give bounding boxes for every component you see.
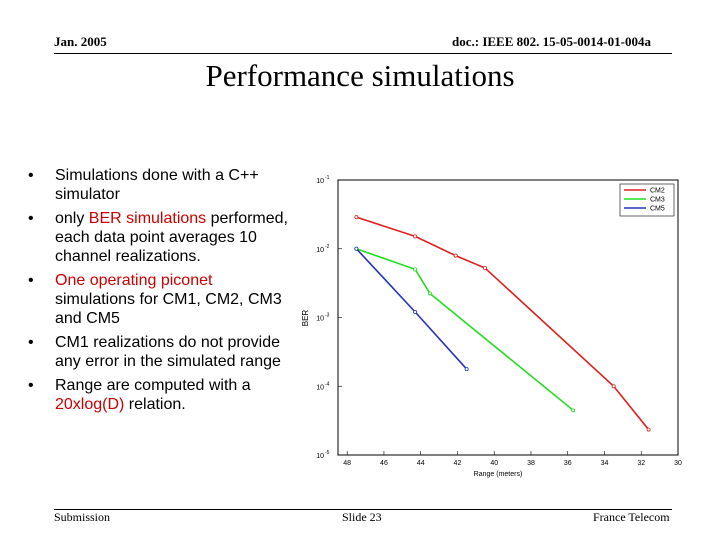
data-point-cm3 <box>427 291 432 296</box>
bullet-item: • Range are computed with a 20xlog(D) rel… <box>28 376 288 414</box>
y-tick-label: 10 <box>316 384 324 391</box>
data-point-cm5 <box>413 309 418 314</box>
footer-divider <box>54 509 672 510</box>
x-tick-label: 46 <box>380 460 388 467</box>
bullet-item: • One operating piconet simulations for C… <box>28 271 288 328</box>
legend-label-cm2: CM2 <box>650 188 665 195</box>
data-point-cm2 <box>611 384 616 389</box>
chart-x-axis-label: Range (meters) <box>474 471 523 478</box>
footer-left: Submission <box>54 510 111 524</box>
slide-title: Performance simulations <box>205 58 515 93</box>
x-tick-label: 36 <box>564 460 572 467</box>
data-point-cm5 <box>464 367 469 372</box>
header-date: Jan. 2005 <box>54 34 107 49</box>
data-point-cm3 <box>571 408 576 413</box>
legend-box <box>619 183 675 217</box>
bullet-highlight-text: BER simulations <box>88 210 207 227</box>
bullet-item: • only BER simulations performed, each da… <box>28 209 288 266</box>
y-tick-label: 10 <box>316 316 324 323</box>
y-tick-exponent: -3 <box>325 313 330 319</box>
data-point-cm2 <box>453 253 458 258</box>
bullet-item: • CM1 realizations do not provide any err… <box>28 333 288 371</box>
bullet-marker: • <box>28 272 34 289</box>
x-tick-label: 42 <box>454 460 462 467</box>
data-point-cm2 <box>646 427 651 432</box>
y-tick-label: 10 <box>316 247 324 254</box>
y-tick-exponent: -1 <box>325 175 330 181</box>
bullet-marker: • <box>28 167 34 184</box>
data-point-cm5 <box>354 246 359 251</box>
bullet-marker: • <box>28 377 34 394</box>
y-tick-label: 10 <box>316 453 324 460</box>
bullet-text: Simulations done with a C++ simulator <box>55 167 259 203</box>
series-line-cm3 <box>356 247 574 411</box>
x-tick-label: 38 <box>527 460 535 467</box>
chart-legend: CM2 CM3 CM5 <box>619 183 675 217</box>
data-point-cm2 <box>413 234 418 239</box>
x-tick-label: 32 <box>637 460 645 467</box>
bullet-text: only <box>55 210 89 227</box>
chart-plot-area <box>337 179 679 456</box>
data-point-cm2 <box>483 266 488 271</box>
x-tick-label: 30 <box>674 460 682 467</box>
bullet-item: • Simulations done with a C++ simulator <box>28 166 288 204</box>
header-doc-id: doc.: IEEE 802. 15-05-0014-01-004a <box>452 34 651 49</box>
x-tick-label: 34 <box>601 460 609 467</box>
x-tick-label: 40 <box>490 460 498 467</box>
legend-label-cm3: CM3 <box>650 197 665 204</box>
y-tick-exponent: -4 <box>325 381 330 387</box>
data-point-cm2 <box>354 215 359 220</box>
x-tick-label: 44 <box>417 460 425 467</box>
y-tick-exponent: -2 <box>325 244 330 250</box>
data-point-cm3 <box>413 267 418 272</box>
bullet-list: • Simulations done with a C++ simulator • o… <box>28 166 288 419</box>
chart-y-axis-label: BER <box>301 310 310 327</box>
bullet-text: Range are computed with a <box>55 377 251 394</box>
y-tick-exponent: -5 <box>325 450 330 456</box>
series-line-cm2 <box>356 216 650 431</box>
x-tick-label: 48 <box>343 460 351 467</box>
header-divider <box>54 53 672 54</box>
bullet-text: CM1 realizations do not provide any erro… <box>55 334 281 370</box>
bullet-text: simulations for CM1, CM2, CM3 and CM5 <box>55 291 282 327</box>
y-tick-label: 10 <box>316 178 324 185</box>
bullet-marker: • <box>28 210 34 227</box>
bullet-text: performed, each data point averages 10 c… <box>55 210 288 265</box>
legend-label-cm5: CM5 <box>650 206 665 213</box>
bullet-marker: • <box>28 334 34 351</box>
bullet-text: relation. <box>124 396 186 413</box>
bullet-highlight-text: One operating piconet <box>55 272 213 289</box>
footer-right: France Telecom <box>593 510 670 524</box>
ber-chart: 10-110-210-310-410 -548 46 44 42 40 38 36 34 32 30… <box>301 175 682 478</box>
bullet-highlight-text: 20xlog(D) <box>55 396 125 413</box>
footer-slide-number: Slide 23 <box>342 510 382 524</box>
